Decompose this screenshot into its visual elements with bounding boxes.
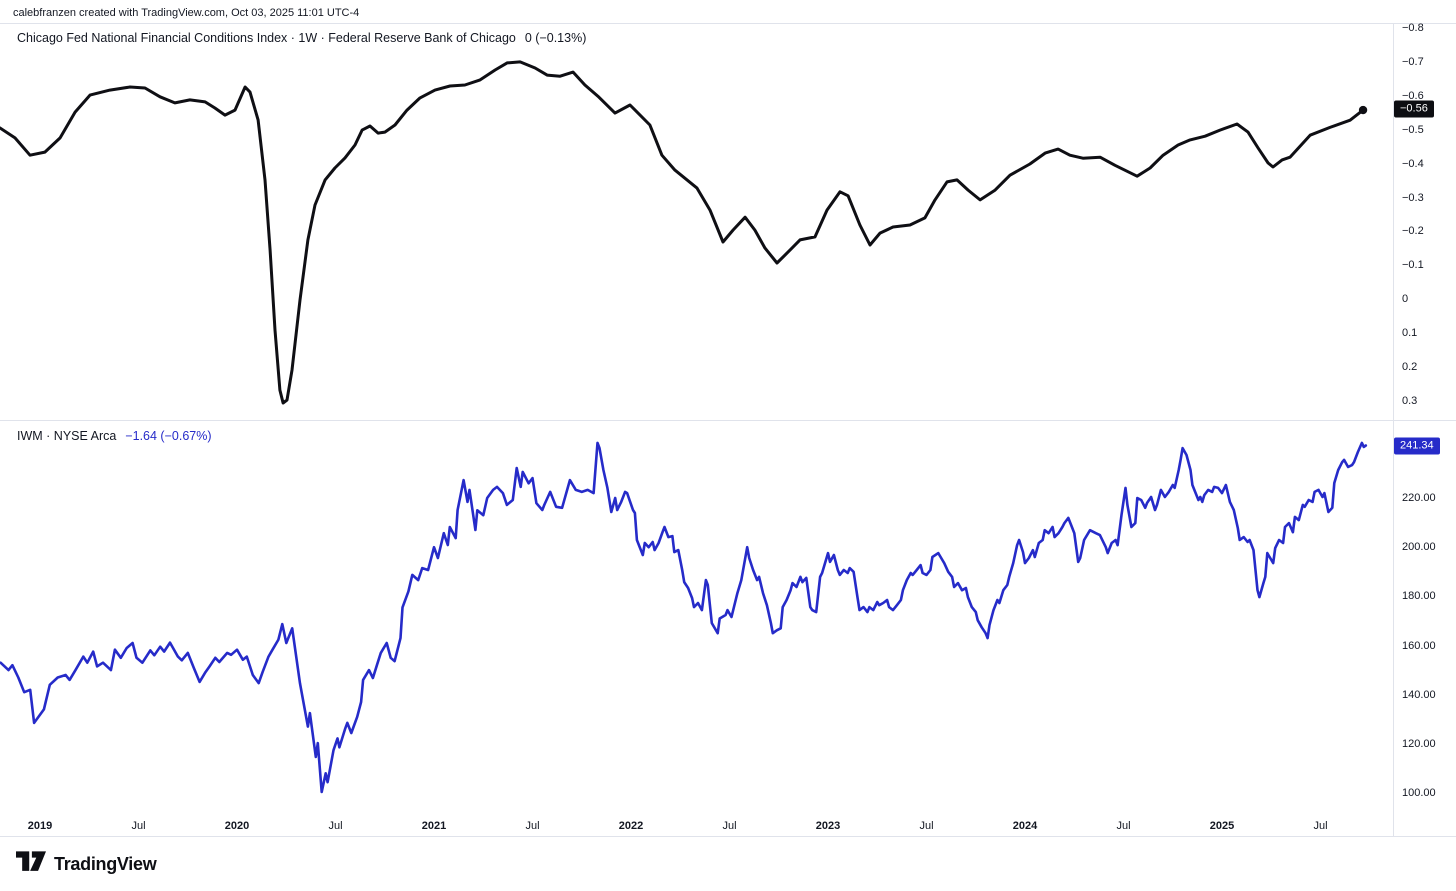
y-tick-label: −0.6 bbox=[1402, 89, 1424, 102]
x-tick-label: 2019 bbox=[27, 820, 53, 832]
x-tick-label: 2021 bbox=[421, 820, 447, 832]
x-tick-label: Jul bbox=[1313, 820, 1328, 832]
x-tick-label: Jul bbox=[919, 820, 934, 832]
tradingview-logo-icon bbox=[16, 850, 46, 879]
y-tick-label: 0.2 bbox=[1402, 361, 1418, 374]
x-tick-label: Jul bbox=[525, 820, 540, 832]
y-tick-label: 220.00 bbox=[1402, 492, 1436, 504]
tradingview-logo[interactable]: TradingView bbox=[16, 850, 157, 879]
y-tick-label: 120.00 bbox=[1402, 737, 1436, 750]
panel-divider bbox=[0, 420, 1456, 421]
y-tick-label: −0.1 bbox=[1402, 259, 1424, 272]
attribution-text: calebfranzen created with TradingView.co… bbox=[13, 7, 360, 19]
panel2-change-value: −1.64 (−0.67%) bbox=[125, 429, 212, 443]
panel1-change-value: 0 (−0.13%) bbox=[524, 31, 587, 45]
y-tick-label: −0.3 bbox=[1402, 191, 1424, 204]
x-tick-label: Jul bbox=[131, 820, 146, 832]
x-tick-label: 2023 bbox=[815, 820, 841, 832]
y-tick-label: −0.2 bbox=[1402, 225, 1424, 238]
y-tick-label: −0.5 bbox=[1402, 123, 1424, 136]
x-tick-label: Jul bbox=[722, 820, 737, 832]
iwm-line bbox=[0, 441, 1368, 794]
y-tick-label: 200.00 bbox=[1402, 541, 1436, 554]
x-tick-label: 2024 bbox=[1012, 820, 1038, 832]
chart-top-border bbox=[0, 23, 1456, 24]
y-tick-label: 160.00 bbox=[1402, 639, 1436, 652]
panel2-symbol-title: IWM · NYSE Arca bbox=[17, 429, 117, 443]
chicago-fed-nfci-line bbox=[0, 60, 1365, 405]
x-tick-label: 2025 bbox=[1209, 820, 1235, 832]
chicago-fed-nfci-last-point-dot bbox=[1358, 105, 1368, 115]
y-tick-label: 100.00 bbox=[1402, 787, 1436, 799]
y-tick-label: −0.4 bbox=[1402, 157, 1424, 170]
x-tick-label: 2022 bbox=[618, 820, 644, 832]
x-tick-label: 2020 bbox=[224, 820, 250, 832]
x-tick-label: Jul bbox=[328, 820, 343, 832]
x-tick-label: Jul bbox=[1116, 820, 1131, 832]
panel2-last-price-badge: 241.34 bbox=[1394, 437, 1440, 455]
price-axis-border bbox=[1393, 23, 1394, 836]
y-tick-label: 0.1 bbox=[1402, 327, 1418, 340]
y-tick-label: −0.7 bbox=[1402, 55, 1424, 68]
panel1-symbol-title: Chicago Fed National Financial Condition… bbox=[17, 31, 516, 45]
y-tick-label: 140.00 bbox=[1402, 688, 1436, 701]
panel2-legend: IWM · NYSE Arca −1.64 (−0.67%) bbox=[17, 429, 212, 443]
y-tick-label: 180.00 bbox=[1402, 590, 1436, 603]
chart-bottom-border bbox=[0, 836, 1456, 837]
panel1-legend: Chicago Fed National Financial Condition… bbox=[17, 31, 586, 45]
panel1-last-price-badge: −0.56 bbox=[1394, 100, 1434, 118]
y-tick-label: 0 bbox=[1402, 293, 1409, 306]
y-tick-label: −0.8 bbox=[1402, 22, 1424, 34]
tradingview-logo-text: TradingView bbox=[54, 854, 157, 874]
y-tick-label: 0.3 bbox=[1402, 395, 1418, 407]
